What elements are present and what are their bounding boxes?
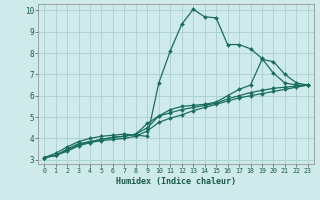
- X-axis label: Humidex (Indice chaleur): Humidex (Indice chaleur): [116, 177, 236, 186]
